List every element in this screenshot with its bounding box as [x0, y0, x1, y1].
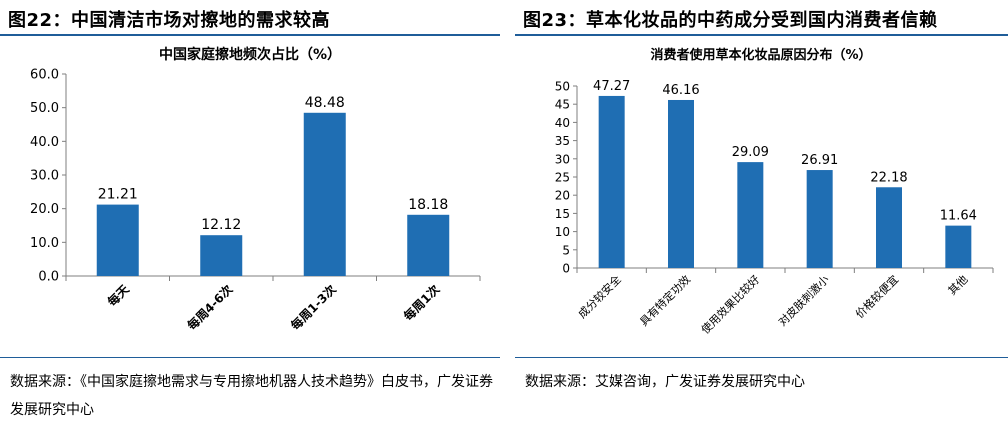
- category-label: 对皮肤刺激小: [775, 272, 832, 329]
- y-tick-label: 20: [555, 189, 570, 203]
- category-label: 成分较安全: [575, 272, 624, 321]
- bar: [876, 187, 902, 268]
- bar: [200, 235, 243, 276]
- left-figure: 图22：中国清洁市场对擦地的需求较高 中国家庭擦地频次占比（%） 0.0 10.0…: [0, 0, 500, 424]
- bar: [945, 225, 972, 268]
- data-label: 47.27: [593, 79, 630, 94]
- bar: [96, 204, 139, 276]
- data-label: 29.09: [732, 145, 769, 160]
- reason-chart: 消费者使用草本化妆品原因分布（%） 0 5 10 15 20 25 30 35 40 45 50 47…: [555, 47, 994, 337]
- data-label: 11.64: [940, 209, 977, 224]
- category-label: 每天: [104, 281, 132, 309]
- bar: [407, 214, 450, 276]
- category-label: 价格较便宜: [852, 272, 901, 321]
- category-label: 使用效果比较好: [698, 272, 762, 336]
- source-rule: [0, 357, 500, 358]
- title-rule: [0, 34, 500, 36]
- bar: [737, 162, 764, 268]
- y-tick-label: 40: [555, 116, 570, 130]
- y-tick-label: 15: [555, 207, 570, 221]
- y-tick-label: 10: [555, 225, 570, 239]
- bar: [806, 170, 833, 268]
- y-tick-label: 40.0: [30, 135, 59, 150]
- y-tick-label: 0.0: [38, 270, 59, 285]
- y-tick-label: 60.0: [30, 68, 59, 83]
- y-tick-label: 50.0: [30, 101, 59, 116]
- category-label: 每周1-3次: [287, 282, 338, 333]
- chart-title: 中国家庭擦地频次占比（%）: [159, 46, 341, 63]
- bar: [303, 112, 346, 276]
- title-rule: [515, 34, 1008, 36]
- y-tick-label: 30.0: [30, 169, 59, 184]
- frequency-chart: 中国家庭擦地频次占比（%） 0.0 10.0 20.0 30.0 40.0 50.0 60.…: [30, 46, 481, 333]
- data-label: 18.18: [408, 197, 448, 213]
- source-rule: [515, 357, 1008, 358]
- category-label: 每周1次: [400, 282, 442, 324]
- data-label: 26.91: [801, 153, 838, 168]
- source-note: 数据来源：《中国家庭擦地需求与专用擦地机器人技术趋势》白皮书，广发证券发展研究中…: [10, 374, 493, 418]
- data-label: 46.16: [662, 83, 699, 98]
- data-label: 48.48: [305, 95, 345, 111]
- y-tick-label: 30: [555, 152, 570, 166]
- y-tick-label: 0: [562, 262, 570, 276]
- y-tick-label: 50: [555, 80, 570, 94]
- y-tick-label: 35: [555, 134, 570, 148]
- bar: [668, 99, 694, 268]
- y-tick-label: 10.0: [30, 236, 59, 251]
- y-tick-label: 25: [555, 171, 570, 185]
- y-tick-label: 5: [562, 243, 570, 257]
- category-label: 其他: [946, 273, 971, 298]
- figure-title: 图22：中国清洁市场对擦地的需求较高: [8, 10, 331, 31]
- y-tick-label: 20.0: [30, 202, 59, 217]
- data-label: 12.12: [201, 217, 241, 233]
- category-label: 每周4-6次: [184, 282, 235, 333]
- figure-title: 图23：草本化妆品的中药成分受到国内消费者信赖: [523, 10, 938, 31]
- chart-title: 消费者使用草本化妆品原因分布（%）: [650, 47, 871, 63]
- right-figure: 图23：草本化妆品的中药成分受到国内消费者信赖 消费者使用草本化妆品原因分布（%…: [515, 0, 1008, 424]
- y-tick-label: 45: [555, 98, 570, 112]
- data-label: 22.18: [870, 170, 907, 185]
- source-note: 数据来源：艾媒咨询，广发证券发展研究中心: [525, 374, 805, 390]
- category-label: 具有特定功效: [637, 272, 694, 329]
- data-label: 21.21: [98, 187, 138, 203]
- bar: [598, 95, 625, 268]
